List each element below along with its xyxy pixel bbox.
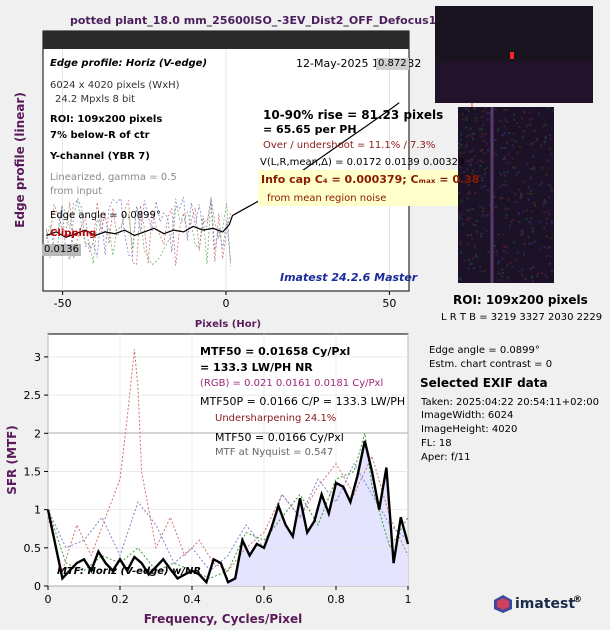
roi-size-label: ROI: 109x200 pixels bbox=[453, 293, 588, 307]
roi-crop-image bbox=[458, 107, 554, 283]
mtf-green-series bbox=[47, 433, 409, 579]
lwph-label: = 133.3 LW/PH NR bbox=[200, 361, 313, 374]
svg-text:0.5: 0.5 bbox=[24, 542, 42, 555]
roi-marker bbox=[510, 52, 514, 59]
svg-text:-50: -50 bbox=[54, 297, 72, 310]
mtf-y-axis-label: SFR (MTF) bbox=[5, 425, 19, 495]
edge-plot-header-bar bbox=[43, 31, 409, 49]
edge-noise-traces bbox=[45, 196, 231, 267]
edge-corner-value: 0.872 bbox=[376, 58, 409, 70]
info-cap-label: Info cap C₄ = 0.000379; Cₘₐₓ = 0.38 bbox=[261, 173, 480, 186]
rise-ph-label: = 65.65 per PH bbox=[263, 123, 357, 136]
edge-header-left: Edge profile: Horiz (V-edge) bbox=[50, 58, 208, 69]
svg-text:0: 0 bbox=[223, 297, 230, 310]
svg-text:1.5: 1.5 bbox=[24, 465, 42, 478]
thumbnail-lower-band bbox=[435, 62, 593, 103]
roi-lrtb-label: L R T B = 3219 3327 2030 2229 bbox=[441, 312, 603, 323]
svg-text:2: 2 bbox=[34, 427, 41, 440]
undersharpening-label: Undersharpening 24.1% bbox=[215, 413, 337, 424]
overshoot-label: Over / undershoot = 11.1% / 7.3% bbox=[263, 140, 436, 151]
svg-text:0: 0 bbox=[34, 580, 41, 593]
nyquist-label: MTF at Nyquist = 0.547 bbox=[215, 447, 334, 458]
svg-text:0.6: 0.6 bbox=[255, 593, 273, 606]
exif-title: Selected EXIF data bbox=[420, 376, 548, 390]
svg-text:3: 3 bbox=[34, 351, 41, 364]
exif-fl: FL: 18 bbox=[421, 438, 452, 449]
exif-width: ImageWidth: 6024 bbox=[421, 410, 514, 421]
exif-height: ImageHeight: 4020 bbox=[421, 424, 518, 435]
rgb-mtf-label: (RGB) = 0.021 0.0161 0.0181 Cy/Pxl bbox=[200, 378, 384, 389]
image-size-info: 6024 x 4020 pixels (WxH) bbox=[50, 80, 180, 91]
clipping-label: Clipping bbox=[50, 228, 97, 239]
imatest-logo-icon bbox=[494, 595, 512, 613]
edge-angle-label: Edge angle = 0.0899° bbox=[50, 210, 161, 221]
chart-contrast-label: Estm. chart contrast = 0 bbox=[429, 359, 553, 370]
exif-aper: Aper: f/11 bbox=[421, 452, 471, 463]
file-title: potted plant_18.0 mm_25600ISO_-3EV_Dist2… bbox=[70, 14, 459, 27]
mtf50-label: MTF50 = 0.01658 Cy/Pxl bbox=[200, 345, 351, 358]
mtf50p-label: MTF50P = 0.0166 C/P = 133.3 LW/PH bbox=[200, 395, 406, 408]
edge-x-ticks: -50 0 50 bbox=[54, 291, 396, 310]
svg-text:0.8: 0.8 bbox=[327, 593, 345, 606]
mtf-ticks: 0 0.2 0.4 0.6 0.8 1 0 0.5 1 1.5 2 2.5 3 bbox=[24, 351, 412, 606]
image-mpxls-info: 24.2 Mpxls 8 bit bbox=[55, 94, 136, 105]
mtf-fill-area bbox=[228, 440, 408, 586]
svg-text:2.5: 2.5 bbox=[24, 389, 42, 402]
version-label: Imatest 24.2.6 Master bbox=[280, 271, 418, 284]
svg-text:1: 1 bbox=[34, 504, 41, 517]
registered-mark: ® bbox=[573, 595, 582, 605]
mtf-y-series bbox=[46, 440, 410, 585]
mtf-x-axis-label: Frequency, Cycles/Pixel bbox=[144, 612, 302, 626]
gamma-info-2: from input bbox=[50, 186, 103, 197]
svg-text:1: 1 bbox=[405, 593, 412, 606]
svg-text:50: 50 bbox=[382, 297, 396, 310]
edge-x-axis-label: Pixels (Hor) bbox=[195, 319, 261, 330]
rise-label: 10-90% rise = 81.23 pixels bbox=[263, 108, 444, 122]
channel-info: Y-channel (YBR 7) bbox=[50, 151, 150, 162]
right-edge-angle: Edge angle = 0.0899° bbox=[429, 345, 540, 356]
gamma-info-1: Linearized, gamma = 0.5 bbox=[50, 172, 177, 183]
svg-text:0.4: 0.4 bbox=[183, 593, 201, 606]
vlr-label: V(L,R,mean,Δ) = 0.0172 0.0139 0.00329 bbox=[260, 157, 465, 168]
svg-text:0: 0 bbox=[45, 593, 52, 606]
mtf-blue-series bbox=[47, 462, 409, 572]
mtf50b-label: MTF50 = 0.0166 Cy/Pxl bbox=[215, 431, 344, 444]
svg-text:0.2: 0.2 bbox=[111, 593, 129, 606]
imatest-logo-text: imatest bbox=[515, 596, 576, 612]
mtf-legend-label: MTF: Horiz (V-edge) w/NR bbox=[57, 566, 202, 577]
from-noise-label: from mean region noise bbox=[267, 193, 387, 204]
min-value-label: 0.0136 bbox=[42, 244, 81, 256]
roi-info-1: ROI: 109x200 pixels bbox=[50, 114, 163, 125]
mtf-red-series bbox=[47, 349, 409, 573]
exif-taken: Taken: 2025:04:22 20:54:11+02:00 bbox=[421, 397, 599, 408]
roi-info-2: 7% below-R of ctr bbox=[50, 130, 150, 141]
edge-profile-line bbox=[46, 102, 400, 239]
info-cap-box bbox=[258, 170, 458, 206]
edge-y-axis-label: Edge profile (linear) bbox=[13, 92, 27, 228]
